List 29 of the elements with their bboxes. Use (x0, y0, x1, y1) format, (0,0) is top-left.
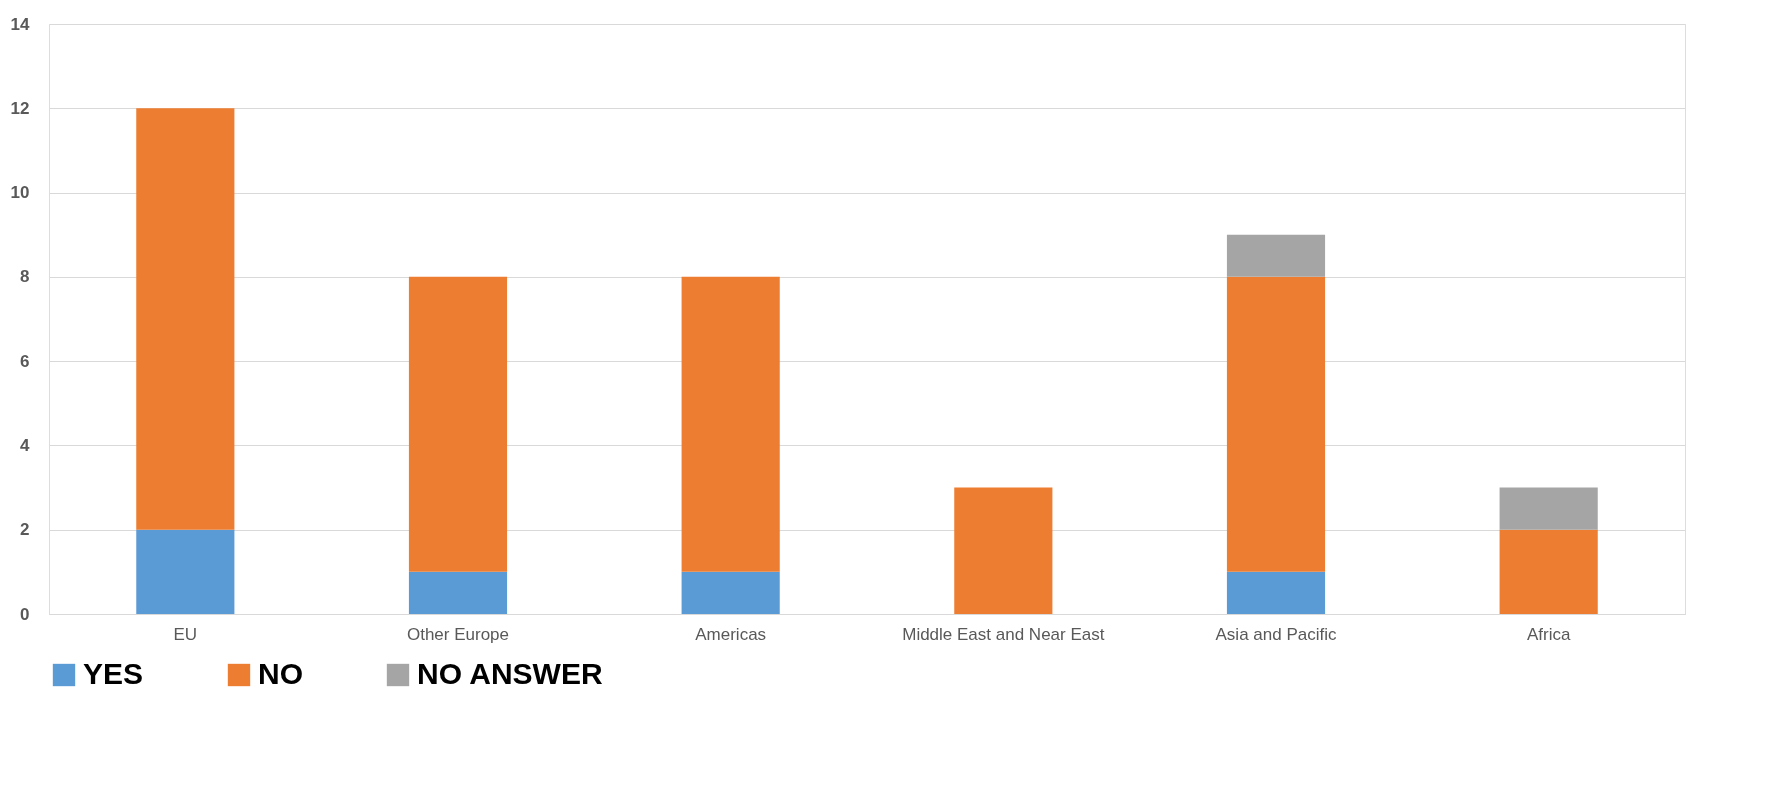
bar (1226, 234, 1326, 277)
bar (136, 108, 235, 530)
y-tick-label: 4 (20, 435, 31, 455)
bar (136, 529, 235, 614)
bar (1499, 529, 1598, 614)
y-tick-label: 2 (20, 520, 30, 540)
legend-label: NO ANSWER (417, 657, 603, 690)
y-tick-label: 10 (10, 183, 30, 203)
bar (408, 571, 508, 614)
y-tick-label: 6 (20, 351, 30, 371)
bar (681, 571, 780, 614)
y-tick-label: 14 (10, 14, 31, 34)
x-tick-label: Americas (695, 624, 767, 644)
bar (1226, 276, 1326, 572)
bar (954, 487, 1053, 614)
y-tick-label: 0 (20, 604, 30, 624)
legend-label: YES (83, 657, 144, 690)
y-tick-label: 8 (20, 267, 30, 287)
x-tick-label: Asia and Pacific (1215, 624, 1337, 644)
x-tick-label: Other Europe (406, 624, 510, 644)
bar (1499, 487, 1598, 530)
bar (681, 276, 780, 572)
x-tick-label: EU (173, 624, 198, 644)
legend-label: NO (258, 657, 303, 690)
bar (1226, 571, 1326, 614)
y-tick-label: 12 (10, 98, 30, 118)
x-tick-label: Middle East and Near East (902, 624, 1105, 644)
bar (408, 276, 508, 572)
x-tick-label: Africa (1526, 624, 1571, 644)
